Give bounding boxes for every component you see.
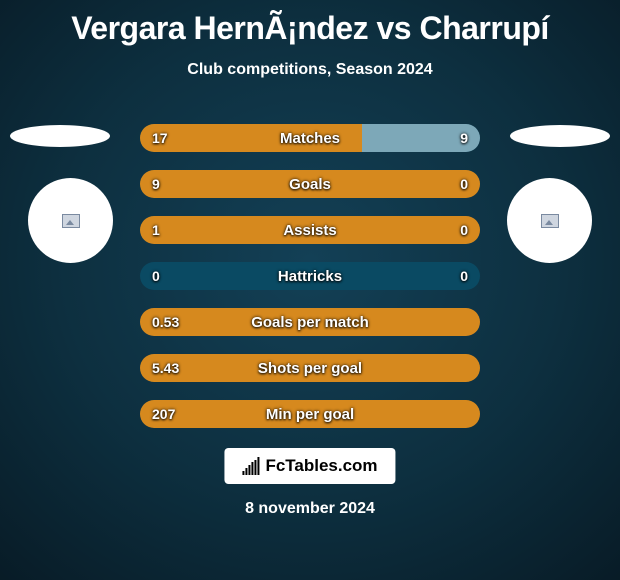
stat-row: 00Hattricks — [140, 262, 480, 290]
stat-row: 5.43Shots per goal — [140, 354, 480, 382]
stat-label: Matches — [140, 130, 480, 147]
stat-label: Assists — [140, 222, 480, 239]
stat-row: 179Matches — [140, 124, 480, 152]
stat-row: 0.53Goals per match — [140, 308, 480, 336]
image-placeholder-icon — [541, 214, 559, 228]
comparison-title: Vergara HernÃ¡ndez vs Charrupí — [0, 0, 620, 47]
comparison-subtitle: Club competitions, Season 2024 — [0, 61, 620, 79]
brand-name: FcTables.com — [265, 456, 377, 476]
stat-label: Goals — [140, 176, 480, 193]
stat-label: Goals per match — [140, 314, 480, 331]
stat-row: 90Goals — [140, 170, 480, 198]
player-right-ellipse — [510, 125, 610, 147]
stat-label: Hattricks — [140, 268, 480, 285]
brand-badge[interactable]: FcTables.com — [224, 448, 395, 484]
player-left-avatar — [28, 178, 113, 263]
stat-row: 10Assists — [140, 216, 480, 244]
stat-label: Min per goal — [140, 406, 480, 423]
footer-date: 8 november 2024 — [0, 500, 620, 518]
brand-logo-icon — [242, 457, 259, 475]
stat-bars-container: 179Matches 90Goals 10Assists 00Hattricks 0.5… — [140, 124, 480, 446]
stat-row: 207Min per goal — [140, 400, 480, 428]
player-left-ellipse — [10, 125, 110, 147]
player-right-avatar — [507, 178, 592, 263]
stat-label: Shots per goal — [140, 360, 480, 377]
image-placeholder-icon — [62, 214, 80, 228]
